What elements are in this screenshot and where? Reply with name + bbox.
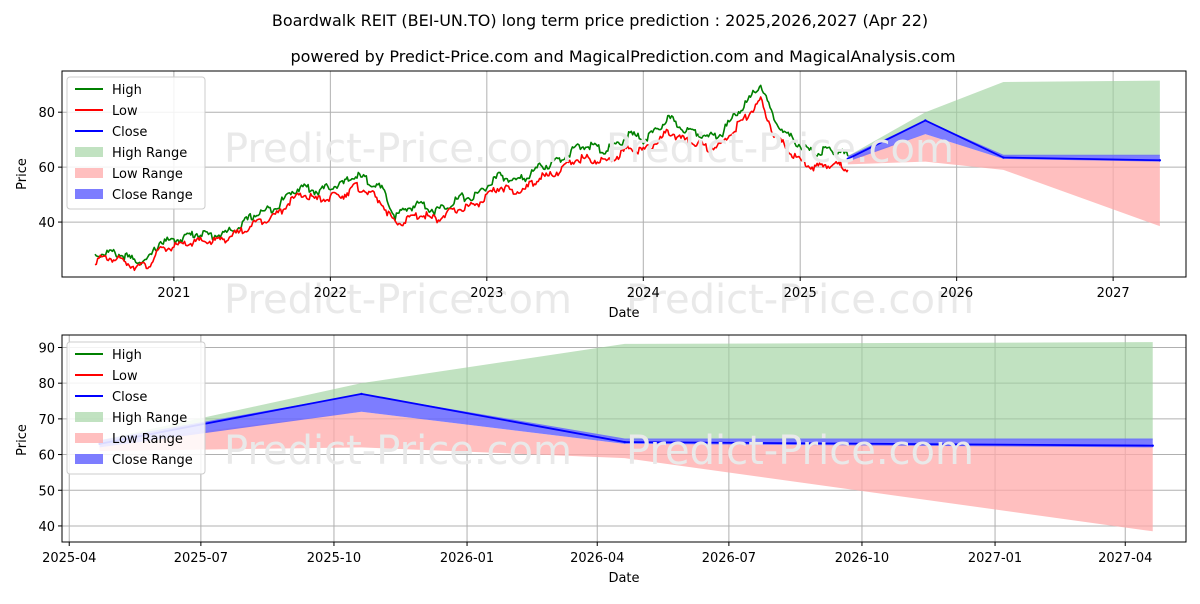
- y-tick-label: 40: [38, 520, 55, 535]
- watermark-text: Predict-Price.com: [626, 428, 974, 474]
- x-tick-label: 2022: [314, 286, 347, 301]
- watermark-text: Predict-Price.com: [224, 277, 572, 323]
- x-tick-label: 2026-10: [835, 551, 889, 566]
- long-term-plot-frame: [61, 70, 1187, 278]
- high-range-area: [847, 80, 1160, 159]
- legend-label: Low: [112, 369, 138, 384]
- close-forecast-point: [1158, 159, 1162, 162]
- x-tick-label: 2021: [157, 286, 190, 301]
- x-tick-label: 2027-04: [1098, 551, 1152, 566]
- close-forecast-line: [99, 392, 1153, 447]
- forecast-range-areas: [99, 342, 1153, 532]
- y-tick-label: 50: [38, 484, 55, 499]
- forecast-legend: High Low Close High Range Low Range Close Ran…: [66, 341, 206, 475]
- long-term-y-axis-label: Price: [15, 158, 30, 190]
- forecast-plot-frame: [61, 334, 1187, 543]
- x-tick-label: 2026-04: [570, 551, 624, 566]
- legend-label: High Range: [112, 146, 187, 161]
- forecast-y-ticks: 40 50 60 70 80 90: [38, 341, 62, 535]
- chart-subtitle: powered by Predict-Price.com and Magical…: [290, 47, 955, 66]
- close-range-area: [847, 120, 1160, 162]
- long-term-x-axis-label: Date: [608, 306, 639, 321]
- x-tick-label: 2026-01: [440, 551, 494, 566]
- high-history-line: [94, 84, 849, 266]
- forecast-x-axis-label: Date: [608, 571, 639, 586]
- forecast-detail-panel: Predict-Price.com Predict-Price.com 2025…: [15, 334, 1187, 586]
- legend-label: Close Range: [112, 188, 193, 203]
- low-history-line: [94, 96, 849, 272]
- x-tick-label: 2025: [784, 286, 817, 301]
- watermark-text: Predict-Price.com: [606, 126, 954, 172]
- long-term-range-areas: [847, 80, 1160, 227]
- x-tick-label: 2026: [940, 286, 973, 301]
- legend-label: High: [112, 83, 142, 98]
- long-term-panel: Predict-Price.com Predict-Price.com Pred…: [15, 70, 1187, 323]
- close-range-area: [99, 393, 1153, 448]
- legend-close-range-swatch: [75, 454, 103, 464]
- legend-label: Low: [112, 104, 138, 119]
- close-forecast-point: [360, 392, 363, 396]
- long-term-y-ticks: 40 60 80: [38, 106, 62, 231]
- legend-high-range-swatch: [75, 147, 103, 157]
- x-tick-label: 2027-01: [968, 551, 1022, 566]
- x-tick-label: 2023: [470, 286, 503, 301]
- x-tick-label: 2025-10: [307, 551, 361, 566]
- watermark-text: Predict-Price.com: [224, 126, 572, 172]
- legend-close-range-swatch: [75, 189, 103, 199]
- y-tick-label: 60: [38, 161, 55, 176]
- forecast-x-ticks: 2025-04 2025-07 2025-10 2026-01 2026-04 2026-…: [42, 542, 1152, 566]
- watermark-text: Predict-Price.com: [224, 428, 572, 474]
- legend-label: Close Range: [112, 453, 193, 468]
- close-forecast-point: [623, 440, 626, 444]
- low-range-area: [99, 411, 1153, 532]
- forecast-y-axis-label: Price: [15, 424, 30, 456]
- x-tick-label: 2025-04: [42, 551, 96, 566]
- long-term-x-ticks: 2021 2022 2023 2024 2025 2026 2027: [157, 277, 1130, 301]
- close-forecast-point: [1002, 156, 1005, 159]
- y-tick-label: 70: [38, 413, 55, 428]
- x-tick-label: 2027: [1097, 286, 1130, 301]
- long-term-series-lines: [94, 84, 1162, 272]
- high-range-area: [99, 342, 1153, 444]
- close-forecast-line: [847, 119, 1160, 162]
- legend-high-range-swatch: [75, 412, 103, 422]
- legend-label: Close: [112, 125, 147, 140]
- legend-label: Low Range: [112, 167, 183, 182]
- y-tick-label: 80: [38, 106, 55, 121]
- close-forecast-point: [1151, 444, 1154, 447]
- legend-low-range-swatch: [75, 433, 103, 443]
- y-tick-label: 60: [38, 449, 55, 464]
- long-term-legend: High Low Close High Range Low Range Close Ran…: [66, 76, 206, 210]
- legend-label: High: [112, 348, 142, 363]
- low-range-area: [847, 134, 1160, 227]
- close-forecast-point: [846, 157, 849, 161]
- close-forecast-point: [924, 119, 927, 122]
- y-tick-label: 80: [38, 377, 55, 392]
- watermark-text: Predict-Price.com: [626, 277, 974, 323]
- legend-label: High Range: [112, 411, 187, 426]
- y-tick-label: 40: [38, 216, 55, 231]
- chart-title: Boardwalk REIT (BEI-UN.TO) long term pri…: [272, 11, 928, 30]
- y-tick-label: 90: [38, 341, 55, 356]
- x-tick-label: 2025-07: [174, 551, 228, 566]
- x-tick-label: 2026-07: [702, 551, 756, 566]
- legend-label: Close: [112, 390, 147, 405]
- legend-label: Low Range: [112, 432, 183, 447]
- x-tick-label: 2024: [627, 286, 660, 301]
- legend-low-range-swatch: [75, 168, 103, 178]
